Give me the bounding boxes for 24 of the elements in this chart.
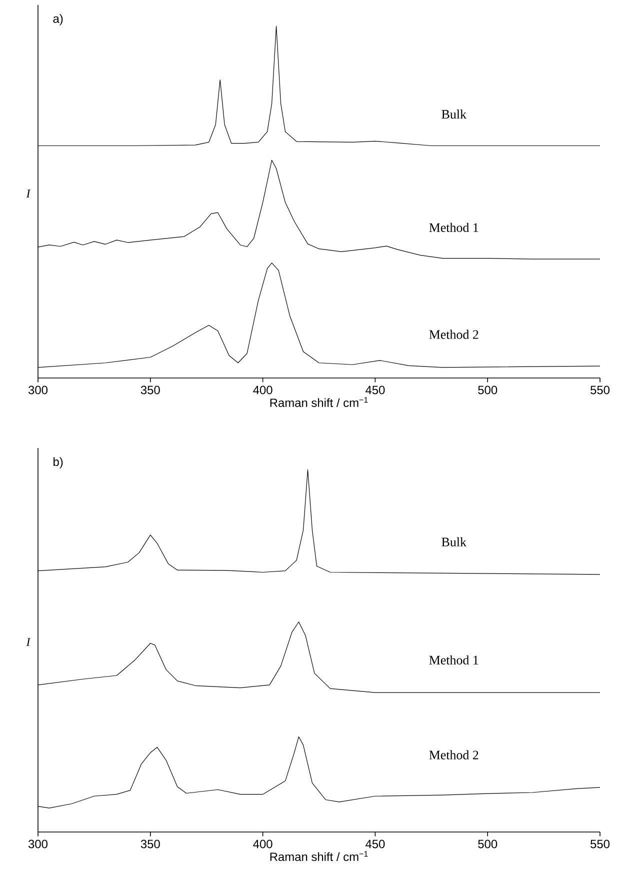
chart-title: a) bbox=[53, 14, 63, 26]
x-tick-label: 500 bbox=[478, 386, 498, 394]
x-axis-title: Raman shift / cm$^{−1}$ bbox=[270, 397, 368, 408]
x-tick-label: 350 bbox=[140, 386, 160, 394]
y-axis-title: I bbox=[26, 190, 31, 198]
x-tick-label: 500 bbox=[478, 840, 498, 848]
text: Bulk bbox=[442, 110, 466, 119]
text: Method 2 bbox=[429, 750, 478, 760]
x-tick-label: 300 bbox=[28, 386, 48, 394]
x-tick-label: 450 bbox=[366, 840, 385, 848]
x-axis-title: Raman shift / cm$^{−1}$ bbox=[270, 851, 368, 862]
x-tick-label: 400 bbox=[253, 840, 272, 848]
text: Bulk bbox=[442, 537, 466, 546]
y-axis-title: I bbox=[26, 638, 31, 646]
x-tick-label: 350 bbox=[140, 840, 160, 848]
x-tick-label: 450 bbox=[366, 386, 385, 394]
text: Method 1 bbox=[429, 655, 478, 664]
chart-title: b) bbox=[54, 457, 63, 468]
x-tick-label: 300 bbox=[28, 840, 48, 848]
x-tick-label: 550 bbox=[590, 840, 610, 848]
x-tick-label: 550 bbox=[590, 386, 610, 394]
series-label: Method 1 bbox=[429, 222, 478, 232]
x-tick-label: 400 bbox=[253, 386, 272, 394]
text: Method 2 bbox=[429, 330, 478, 339]
